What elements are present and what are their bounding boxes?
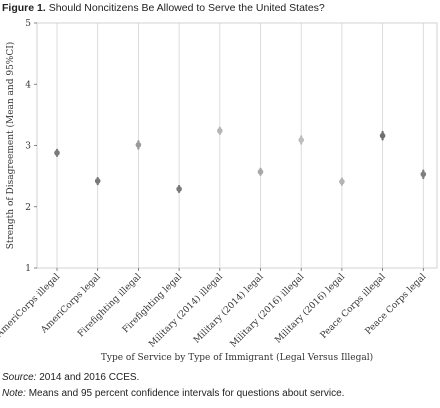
mean-point [176, 186, 182, 192]
figure-title-text: Should Noncitizens Be Allowed to Serve t… [48, 2, 325, 14]
mean-point [420, 171, 427, 178]
figure-title: Figure 1. Should Noncitizens Be Allowed … [2, 2, 325, 14]
source-label: Source: [2, 372, 37, 383]
x-tick-label: AmeriCorps illegal [0, 272, 62, 340]
mean-point [379, 132, 386, 139]
y-tick-label: 1 [25, 264, 31, 274]
method-note: Note: Means and 95 percent confidence in… [2, 388, 344, 399]
mean-point [217, 128, 223, 134]
figure-label: Figure 1. [2, 2, 46, 14]
mean-point [54, 150, 60, 156]
y-tick-label: 3 [25, 142, 31, 152]
mean-point [339, 178, 345, 185]
x-tick-label: Military (2016) legal [273, 271, 347, 345]
source-note: Source: 2014 and 2016 CCES. [2, 372, 139, 383]
x-axis-label: Type of Service by Type of Immigrant (Le… [101, 352, 373, 363]
gridlines [56, 23, 424, 268]
x-tick-label: Military (2014) illegal [147, 271, 225, 349]
plot-frame [36, 22, 438, 269]
y-tick-label: 4 [25, 80, 31, 90]
y-axis-label: Strength of Disagreement (Mean and 95%CI… [5, 42, 16, 250]
note-text: Means and 95 percent confidence interval… [28, 388, 345, 399]
y-tick-label: 5 [25, 19, 31, 29]
data-marks [54, 126, 427, 194]
y-tick-label: 2 [25, 203, 31, 213]
x-tick-label: Military (2016) illegal [228, 271, 306, 349]
source-text: 2014 and 2016 CCES. [39, 372, 140, 383]
note-label: Note: [2, 388, 26, 399]
mean-point [135, 142, 142, 148]
mean-point [257, 169, 264, 175]
axes [34, 22, 438, 271]
mean-point [298, 137, 305, 143]
mean-point [94, 178, 101, 184]
x-tick-label: Military (2014) legal [191, 271, 265, 345]
